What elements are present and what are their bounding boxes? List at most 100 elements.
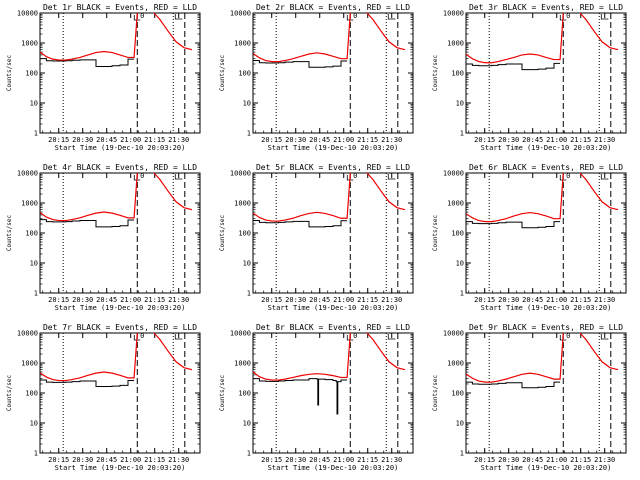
y-tick-label: 10 [456,260,464,268]
marker-label: 0 [566,332,570,340]
x-tick-label: 20:45 [522,456,543,464]
y-tick-label: 10000 [230,330,251,338]
y-tick-label: 1 [34,290,38,298]
events-series-line [253,378,348,415]
x-axis-label: Start Time (19-Dec-10 20:03:20) [268,304,399,312]
x-tick-label: 20:15 [48,136,69,144]
events-series-line [40,379,135,387]
y-tick-label: 1 [460,290,464,298]
panel-det-7: Det 7r BLACK = Events, RED = LLD 1 10 100 10… [6,323,201,472]
x-tick-label: 21:00 [120,456,141,464]
y-tick-label: 1000 [21,360,38,368]
bracket-marker [387,334,396,340]
x-tick-label: 20:45 [522,296,543,304]
y-tick-label: 10000 [17,10,38,18]
bracket-marker [559,335,567,341]
x-tick-label: 21:00 [333,296,354,304]
y-tick-label: 10000 [230,10,251,18]
y-tick-label: 100 [25,230,38,238]
y-tick-label: 100 [451,230,464,238]
y-tick-label: 1 [34,130,38,138]
y-axis-label: Counts/sec [432,215,439,252]
x-tick-label: 21:15 [144,456,165,464]
x-tick-label: 21:00 [546,136,567,144]
y-tick-label: 10000 [443,10,464,18]
events-series-line [466,221,561,229]
x-tick-label: 20:15 [474,456,495,464]
y-tick-label: 10 [456,100,464,108]
events-series-line [466,381,561,389]
plot-frame [252,12,414,134]
panel-det-6: Det 6r BLACK = Events, RED = LLD 1 10 100 10… [432,163,627,312]
x-tick-label: 21:30 [594,296,615,304]
x-tick-label: 20:15 [474,296,495,304]
marker-label: 0 [353,332,357,340]
x-tick-label: 20:45 [309,136,330,144]
y-tick-label: 1000 [447,40,464,48]
y-tick-label: 10000 [230,170,251,178]
bracket-marker [387,174,396,180]
x-axis-label: Start Time (19-Dec-10 20:03:20) [55,464,186,472]
x-tick-label: 20:30 [285,456,306,464]
x-axis-label: Start Time (19-Dec-10 20:03:20) [55,304,186,312]
plot-frame [252,332,414,454]
bracket-marker [600,14,609,20]
x-tick-label: 21:30 [381,456,402,464]
y-tick-label: 1000 [234,360,251,368]
panel-det-2: Det 2r BLACK = Events, RED = LLD 1 10 100 10… [219,3,414,152]
x-tick-label: 20:30 [498,456,519,464]
x-tick-label: 21:30 [381,136,402,144]
events-series-line [40,219,135,228]
panel-title: Det 5r BLACK = Events, RED = LLD [256,163,410,172]
lld-series-line [466,13,619,64]
y-tick-label: 1000 [234,40,251,48]
x-axis-label: Start Time (19-Dec-10 20:03:20) [268,464,399,472]
plot-frame [465,12,627,134]
marker-label: 0 [353,12,357,20]
panel-title: Det 2r BLACK = Events, RED = LLD [256,3,410,12]
x-tick-label: 21:30 [594,456,615,464]
x-tick-label: 21:30 [168,296,189,304]
x-tick-label: 20:15 [48,456,69,464]
y-tick-label: 1 [460,130,464,138]
y-tick-label: 1000 [447,200,464,208]
x-tick-label: 21:15 [570,456,591,464]
x-tick-label: 20:30 [285,136,306,144]
x-tick-label: 21:15 [144,296,165,304]
events-series-line [253,220,348,228]
x-tick-label: 21:15 [144,136,165,144]
x-tick-label: 20:15 [474,136,495,144]
events-series-line [466,62,561,71]
x-tick-label: 20:45 [96,136,117,144]
bracket-marker [346,335,354,341]
panel-det-4: Det 4r BLACK = Events, RED = LLD 1 10 100 10… [6,163,201,312]
marker-label: 0 [140,172,144,180]
y-tick-label: 10000 [443,170,464,178]
y-tick-label: 1000 [21,200,38,208]
marker-label: 0 [566,172,570,180]
bracket-marker [174,334,183,340]
y-tick-label: 100 [238,70,251,78]
x-tick-label: 20:45 [309,456,330,464]
y-tick-label: 100 [25,390,38,398]
bracket-marker [559,15,567,21]
y-tick-label: 10000 [17,330,38,338]
bracket-marker [346,175,354,181]
panel-det-1: Det 1r BLACK = Events, RED = LLD 1 10 100 10… [6,3,201,152]
x-tick-label: 20:45 [522,136,543,144]
y-axis-label: Counts/sec [219,55,226,92]
y-tick-label: 10 [243,420,251,428]
y-tick-label: 10 [243,260,251,268]
bracket-marker [600,334,609,340]
x-tick-label: 20:15 [48,296,69,304]
marker-label: 0 [140,332,144,340]
x-tick-label: 21:15 [357,136,378,144]
y-tick-label: 10000 [17,170,38,178]
panel-title: Det 4r BLACK = Events, RED = LLD [43,163,197,172]
y-tick-label: 1000 [447,360,464,368]
panel-det-5: Det 5r BLACK = Events, RED = LLD 1 10 100 10… [219,163,414,312]
bracket-marker [174,14,183,20]
x-tick-label: 21:00 [333,456,354,464]
panel-title: Det 8r BLACK = Events, RED = LLD [256,323,410,332]
